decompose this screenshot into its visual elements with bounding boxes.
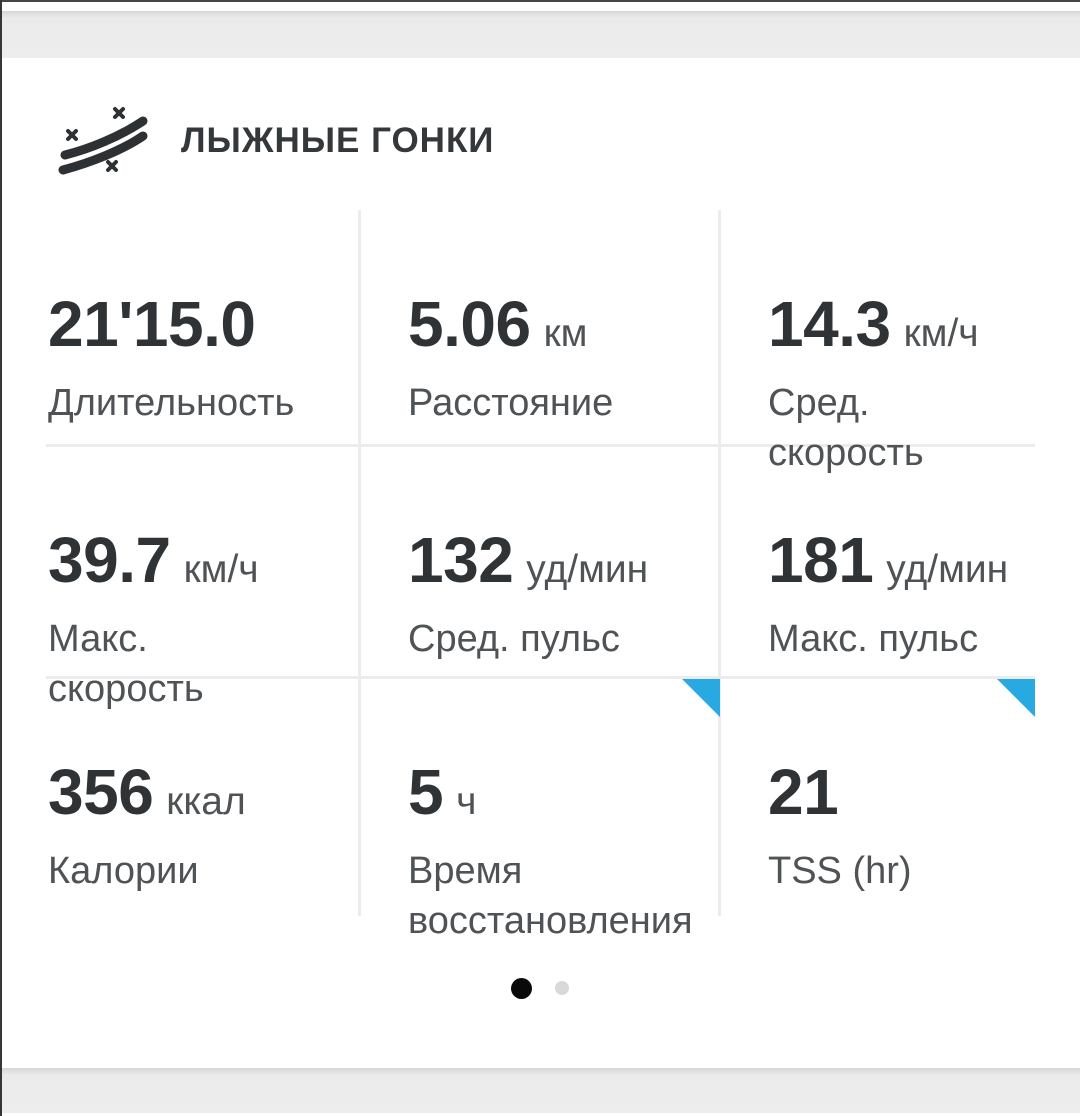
stat-value: 5.06 [408, 288, 531, 360]
activity-title: ЛЫЖНЫЕ ГОНКИ [181, 121, 495, 160]
stat-unit: уд/мин [886, 548, 1009, 591]
stat-value: 21 [768, 756, 839, 828]
pagination [0, 974, 1080, 1002]
grid-divider-vertical [358, 210, 361, 916]
stat-label: Время восстановления [408, 850, 693, 942]
stat-value: 132 [408, 524, 514, 596]
pagination-dot-inactive[interactable] [555, 981, 569, 995]
cross-country-skiing-icon [58, 107, 148, 175]
stat-unit: уд/мин [526, 548, 649, 591]
stat-label: Сред. скорость [768, 382, 924, 474]
grid-divider-vertical [718, 210, 721, 916]
stat-value: 181 [768, 524, 874, 596]
tappable-corner-marker-icon [682, 679, 720, 717]
stat-value: 39.7 [48, 524, 171, 596]
stat-cell-calories: 356 ккал Калории [0, 678, 360, 930]
stat-label: Сред. пульс [408, 618, 620, 660]
stat-cell-avg-speed: 14.3 км/ч Сред. скорость [720, 210, 1080, 474]
stat-cell-max-speed: 39.7 км/ч Макс. скорость [0, 446, 360, 710]
grid-divider-horizontal [46, 676, 1035, 679]
left-edge-line [0, 0, 2, 1116]
top-border-line [0, 0, 1080, 2]
pagination-dot-active[interactable] [511, 977, 532, 999]
stat-value: 21'15.0 [48, 288, 256, 360]
stat-unit: км/ч [903, 312, 979, 355]
stat-cell-avg-hr: 132 уд/мин Сред. пульс [360, 446, 720, 676]
bottom-gutter [0, 1068, 1080, 1113]
stat-value: 356 [48, 756, 154, 828]
stat-label: Калории [48, 850, 199, 892]
stat-label: Макс. скорость [48, 618, 204, 710]
stat-label: Макс. пульс [768, 618, 979, 660]
stat-unit: км [543, 312, 588, 355]
tappable-corner-marker-icon [997, 679, 1035, 717]
stat-cell-distance: 5.06 км Расстояние [360, 210, 720, 444]
stat-unit: ккал [166, 780, 246, 823]
top-gutter [0, 11, 1080, 58]
stat-value: 14.3 [768, 288, 891, 360]
stat-cell-max-hr: 181 уд/мин Макс. пульс [720, 446, 1080, 676]
stat-label: Расстояние [408, 382, 614, 424]
stat-label: TSS (hr) [768, 850, 912, 892]
stat-label: Длительность [48, 382, 295, 424]
stat-value: 5 [408, 756, 444, 828]
grid-divider-horizontal [46, 444, 1035, 447]
stat-cell-tss[interactable]: 21 TSS (hr) [720, 678, 1080, 930]
stat-unit: км/ч [183, 548, 259, 591]
stat-unit: ч [456, 780, 477, 823]
stat-cell-duration: 21'15.0 Длительность [0, 210, 360, 444]
